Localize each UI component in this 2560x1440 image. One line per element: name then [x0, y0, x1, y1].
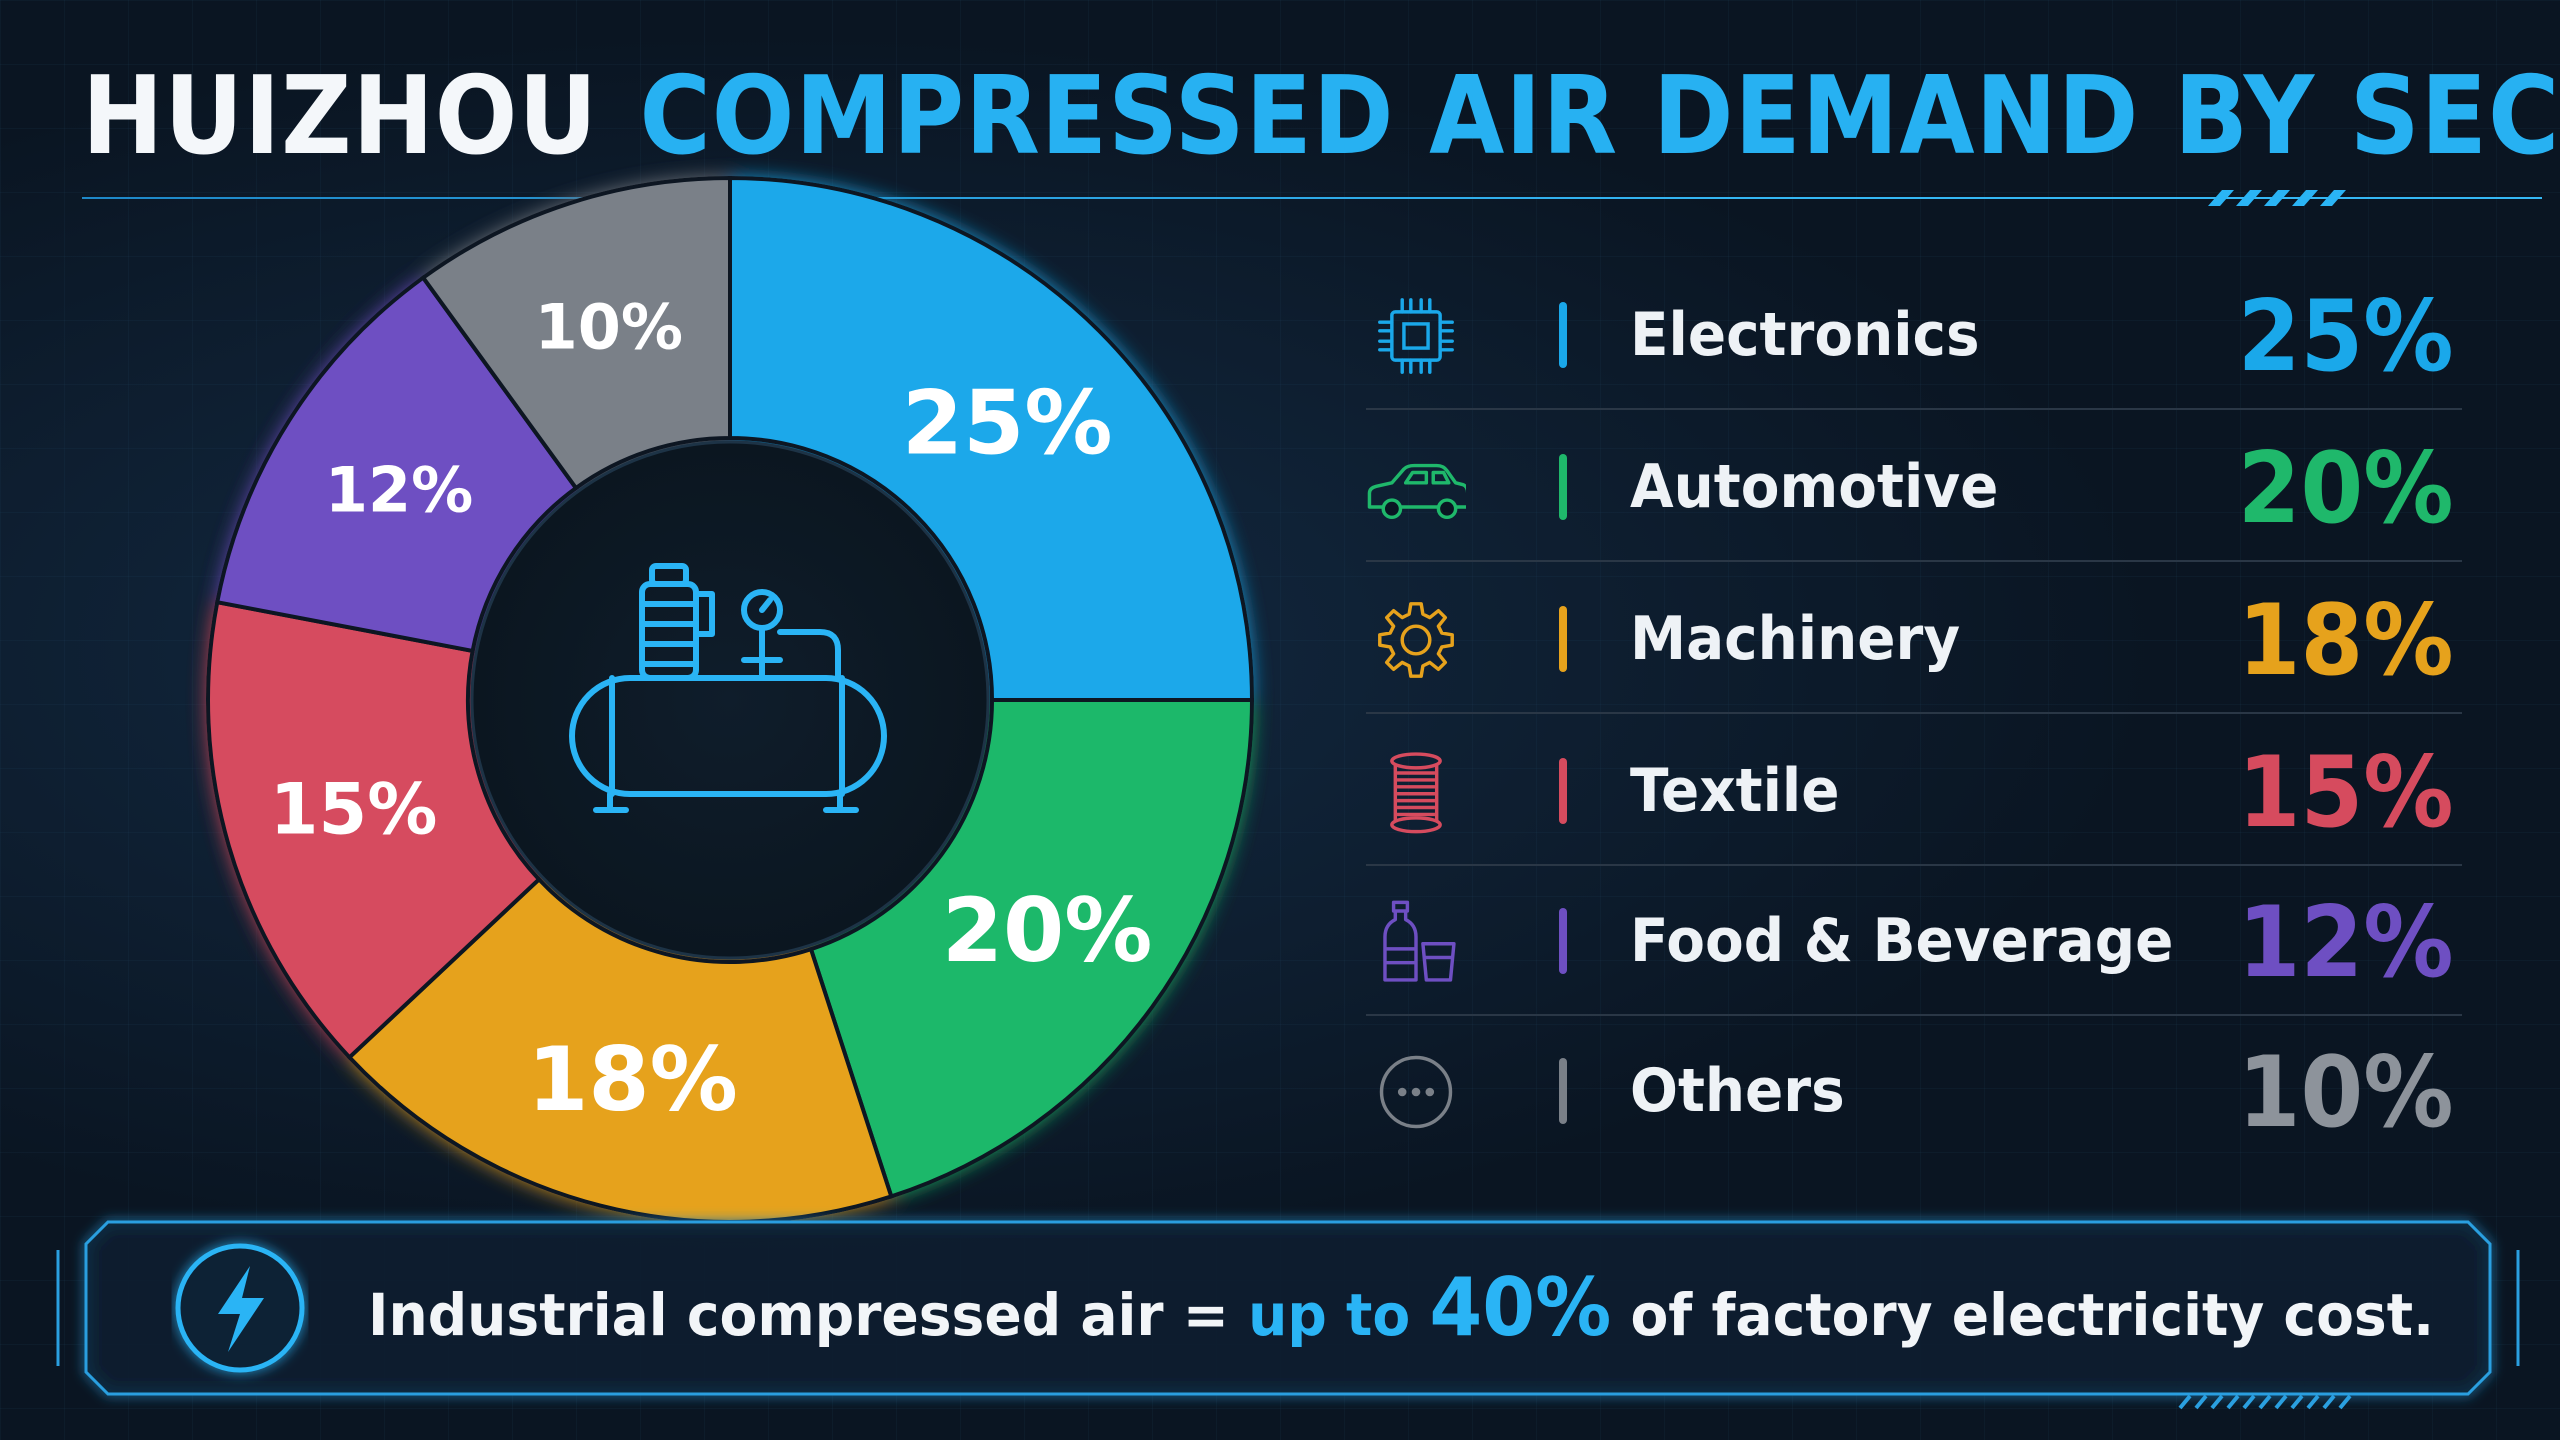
legend-label: Automotive [1630, 452, 1999, 522]
legend-color-bar [1559, 758, 1567, 824]
microchip-icon [1378, 298, 1454, 374]
legend-color-bar [1559, 908, 1567, 974]
legend-row: Automotive 20% [1366, 414, 2462, 562]
legend-row: Textile 15% [1366, 718, 2462, 866]
legend-divider [1366, 712, 2462, 714]
legend-value: 20% [2238, 432, 2454, 546]
slice-value-label: 25% [902, 371, 1113, 474]
banner-hatch-decoration [2178, 1394, 2352, 1410]
title-underline [82, 197, 2542, 199]
title-hatch-decoration [2208, 190, 2346, 206]
air-compressor-icon [569, 563, 887, 813]
title-city: HUIZHOU [82, 54, 599, 179]
donut-slice-food-beverage [214, 274, 579, 654]
thread-spool-icon [1390, 752, 1442, 834]
lightning-bolt-icon [175, 1243, 305, 1373]
banner-text-after: of factory electricity cost. [1611, 1281, 2435, 1349]
banner-text: Industrial compressed air = up to 40% of… [368, 1262, 2434, 1354]
more-dots-icon [1379, 1055, 1453, 1129]
legend-label: Machinery [1630, 604, 1961, 674]
legend-row: Machinery 18% [1366, 566, 2462, 714]
legend-label: Textile [1630, 756, 1840, 826]
banner-highlight-prefix: up to [1248, 1281, 1430, 1349]
slice-value-label: 20% [942, 879, 1153, 982]
legend-value: 25% [2238, 280, 2454, 394]
page-title: HUIZHOU COMPRESSED AIR DEMAND BY SECTOR [82, 52, 2560, 182]
legend-label: Electronics [1630, 300, 1980, 370]
donut-slice-textile [206, 599, 542, 1061]
slice-value-label: 15% [270, 768, 438, 850]
slice-value-label: 10% [535, 291, 683, 364]
banner-highlight-value: 40% [1429, 1261, 1612, 1354]
legend-divider [1366, 1014, 2462, 1016]
legend-label: Others [1630, 1056, 1845, 1126]
slice-value-label: 18% [527, 1028, 738, 1131]
legend-color-bar [1559, 606, 1567, 672]
legend-row: Others 10% [1366, 1018, 2462, 1166]
legend-color-bar [1559, 302, 1567, 368]
legend-divider [1366, 864, 2462, 866]
legend-color-bar [1559, 454, 1567, 520]
donut-slice-electronics [728, 175, 1255, 702]
legend-value: 15% [2238, 736, 2454, 850]
legend-row: Electronics 25% [1366, 262, 2462, 410]
donut-chart: 25% 20% 18% 15% 12% 10% [206, 175, 1255, 1224]
car-icon [1367, 463, 1466, 520]
legend-divider [1366, 560, 2462, 562]
legend-value: 18% [2238, 584, 2454, 698]
donut-slice-automotive [808, 698, 1255, 1199]
slice-value-label: 12% [325, 453, 473, 526]
donut-slice-others [420, 175, 732, 491]
legend-label: Food & Beverage [1630, 906, 2174, 976]
legend-row: Food & Beverage 12% [1366, 868, 2462, 1016]
legend-divider [1366, 408, 2462, 410]
legend-color-bar [1559, 1058, 1567, 1124]
bottle-and-glass-icon [1383, 900, 1456, 982]
donut-hole [470, 440, 990, 960]
gear-icon [1378, 602, 1454, 678]
legend-value: 10% [2238, 1036, 2454, 1150]
banner-text-before: Industrial compressed air = [368, 1281, 1249, 1349]
legend-value: 12% [2238, 886, 2454, 1000]
title-main: COMPRESSED AIR DEMAND BY SECTOR [639, 54, 2560, 179]
